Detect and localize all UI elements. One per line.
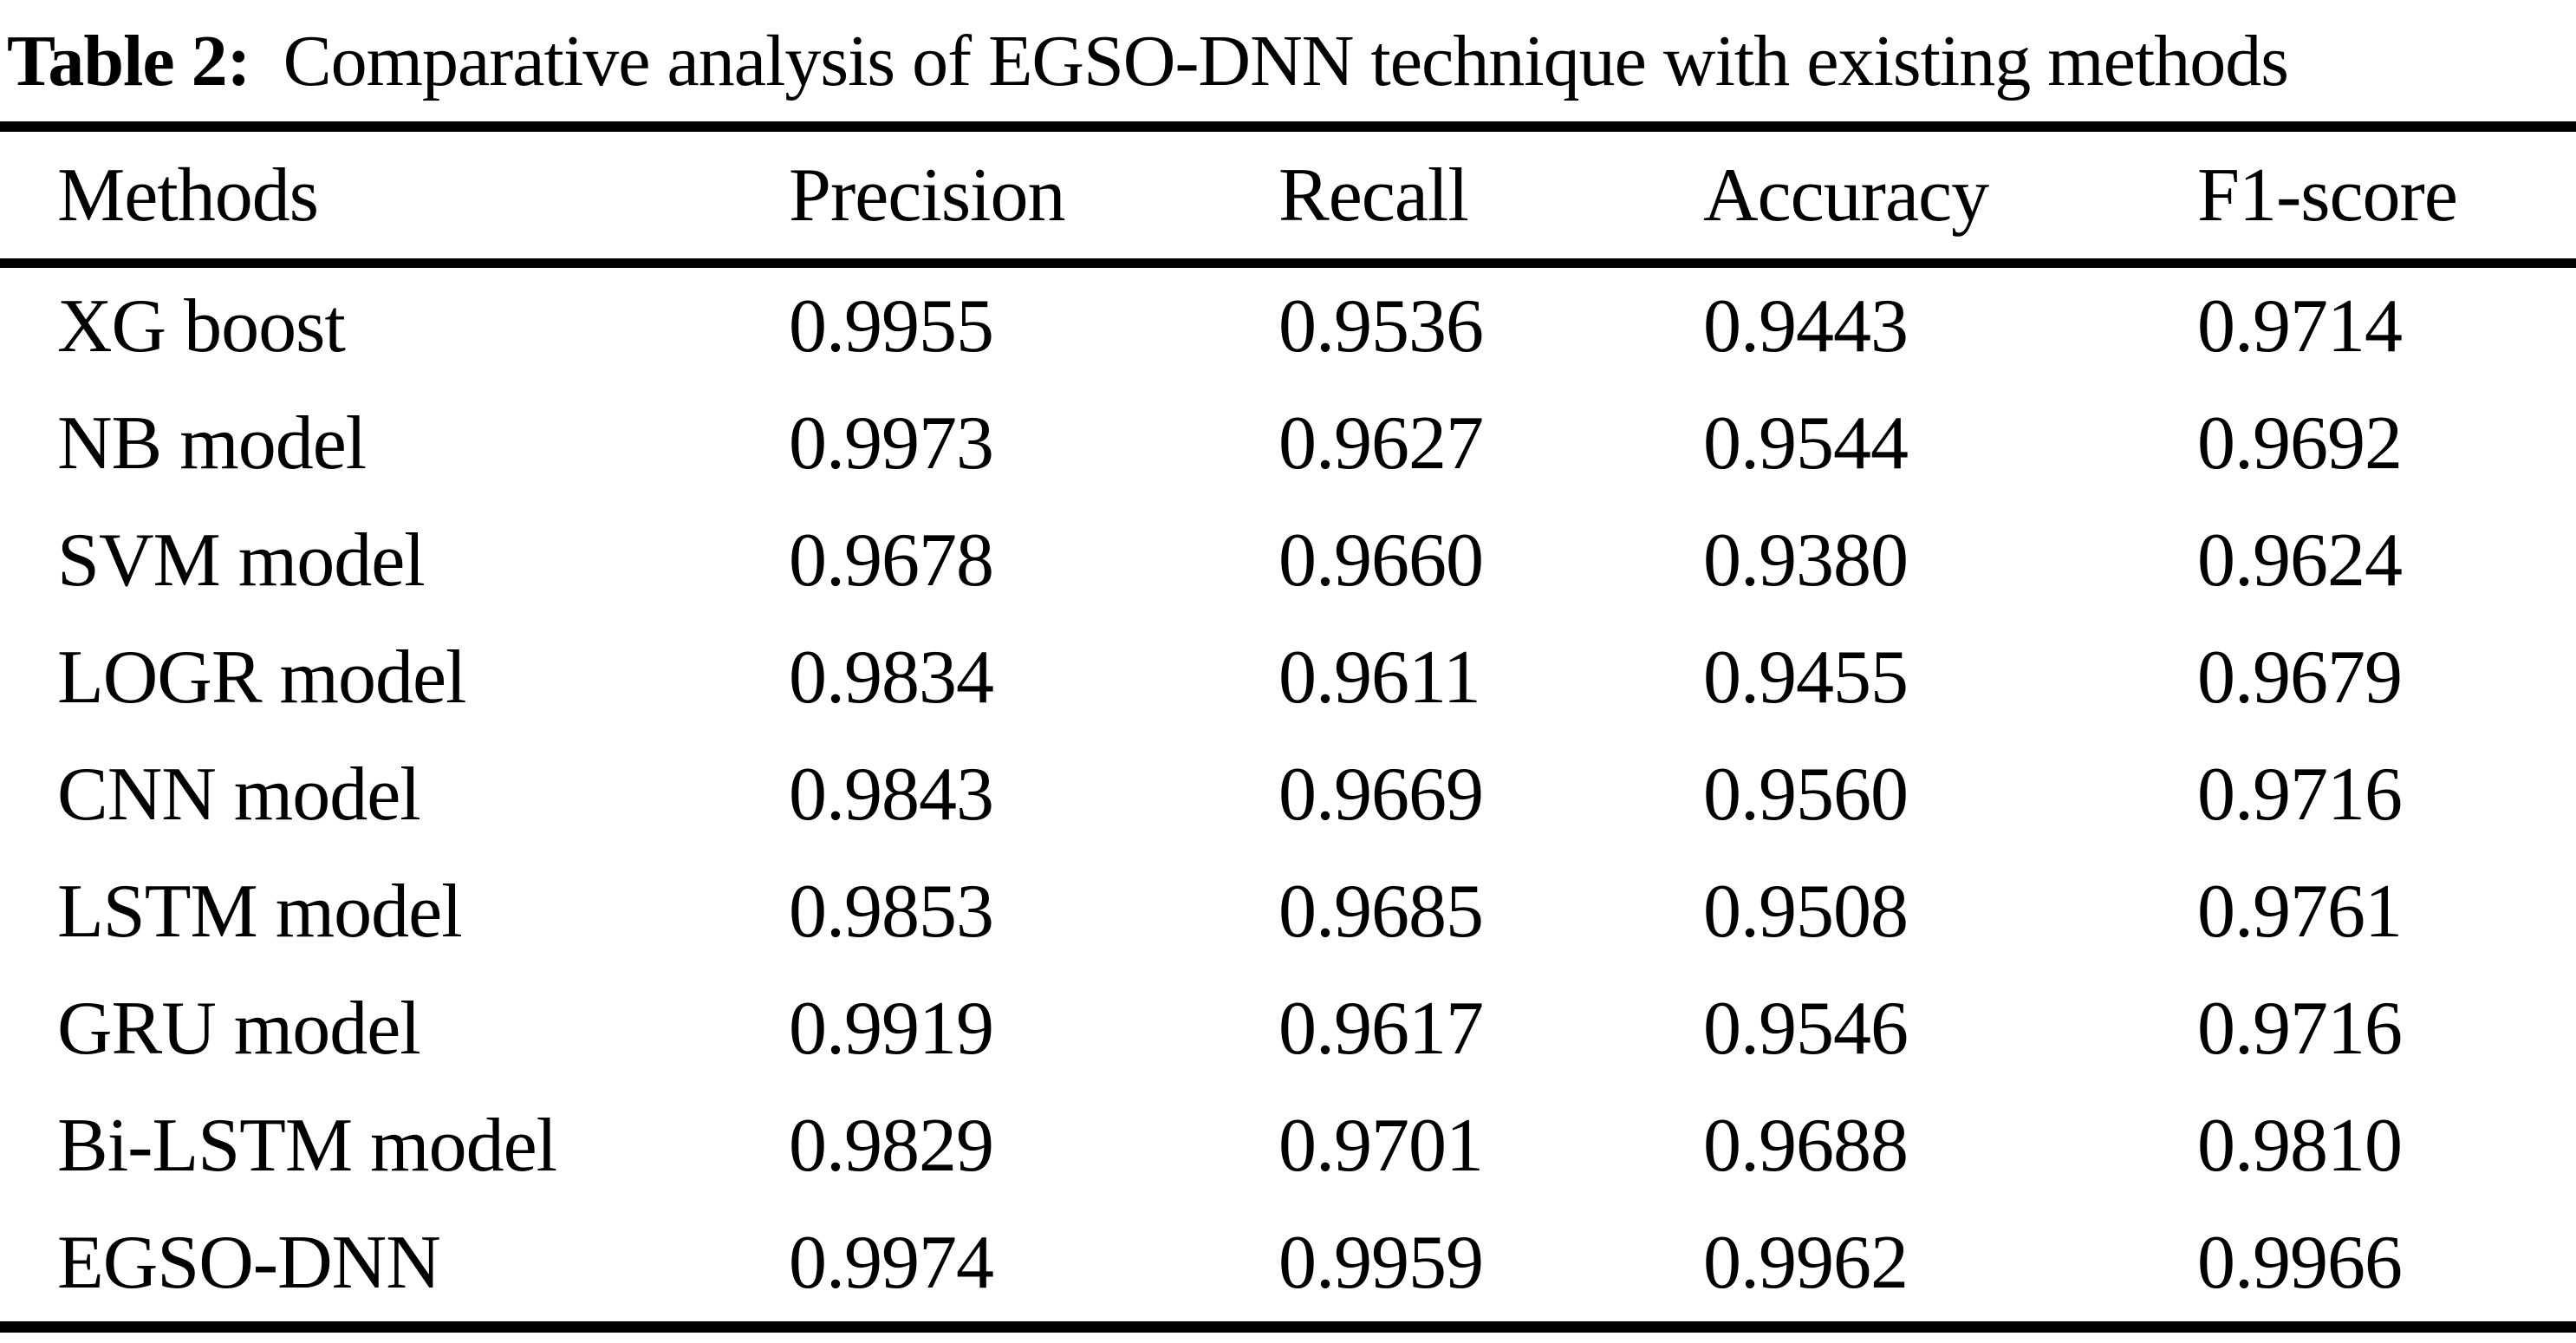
cell-recall: 0.9701: [1278, 1104, 1484, 1188]
table-caption: Table 2: Comparative analysis of EGSO-DN…: [0, 0, 2576, 121]
cell-precision: 0.9834: [789, 636, 994, 720]
table-caption-text: Comparative analysis of EGSO-DNN techniq…: [283, 20, 2289, 101]
cell-recall: 0.9627: [1278, 401, 1484, 486]
table-header-row: Methods Precision Recall Accuracy F1-sco…: [0, 132, 2576, 258]
cell-recall: 0.9959: [1278, 1221, 1484, 1305]
table-row: NB model 0.9973 0.9627 0.9544 0.9692: [0, 385, 2576, 502]
table-row: LOGR model 0.9834 0.9611 0.9455 0.9679: [0, 619, 2576, 736]
cell-f1-score: 0.9714: [2197, 284, 2403, 368]
table-body: XG boost 0.9955 0.9536 0.9443 0.9714 NB …: [0, 268, 2576, 1321]
cell-f1-score: 0.9716: [2197, 987, 2403, 1071]
table-caption-label: Table 2:: [7, 20, 251, 101]
table-header-rule: [0, 258, 2576, 268]
table-row: EGSO-DNN 0.9974 0.9959 0.9962 0.9966: [0, 1204, 2576, 1321]
table-row: CNN model 0.9843 0.9669 0.9560 0.9716: [0, 736, 2576, 853]
table-row: Bi-LSTM model 0.9829 0.9701 0.9688 0.981…: [0, 1087, 2576, 1204]
cell-f1-score: 0.9679: [2197, 636, 2403, 720]
cell-accuracy: 0.9560: [1703, 753, 1909, 837]
cell-f1-score: 0.9716: [2197, 753, 2403, 837]
cell-accuracy: 0.9443: [1703, 284, 1909, 368]
cell-f1-score: 0.9624: [2197, 518, 2403, 603]
cell-f1-score: 0.9692: [2197, 401, 2403, 486]
cell-method: SVM model: [57, 518, 426, 603]
cell-method: LOGR model: [57, 636, 467, 720]
cell-precision: 0.9843: [789, 753, 994, 837]
cell-accuracy: 0.9546: [1703, 987, 1909, 1071]
cell-accuracy: 0.9544: [1703, 401, 1909, 486]
cell-recall: 0.9611: [1278, 636, 1481, 720]
table-bottom-rule: [0, 1321, 2576, 1333]
cell-method: XG boost: [57, 284, 346, 368]
cell-precision: 0.9974: [789, 1221, 994, 1305]
cell-method: LSTM model: [57, 870, 463, 954]
table-row: GRU model 0.9919 0.9617 0.9546 0.9716: [0, 970, 2576, 1087]
table-row: SVM model 0.9678 0.9660 0.9380 0.9624: [0, 502, 2576, 619]
column-header-accuracy: Accuracy: [1703, 153, 1989, 238]
column-header-precision: Precision: [789, 153, 1066, 238]
cell-accuracy: 0.9508: [1703, 870, 1909, 954]
cell-method: NB model: [57, 401, 367, 486]
cell-recall: 0.9660: [1278, 518, 1484, 603]
cell-recall: 0.9617: [1278, 987, 1484, 1071]
table-row: XG boost 0.9955 0.9536 0.9443 0.9714: [0, 268, 2576, 385]
cell-f1-score: 0.9966: [2197, 1221, 2403, 1305]
cell-precision: 0.9955: [789, 284, 994, 368]
cell-precision: 0.9853: [789, 870, 994, 954]
cell-precision: 0.9973: [789, 401, 994, 486]
cell-accuracy: 0.9962: [1703, 1221, 1909, 1305]
cell-accuracy: 0.9455: [1703, 636, 1909, 720]
cell-f1-score: 0.9761: [2197, 870, 2403, 954]
table-row: LSTM model 0.9853 0.9685 0.9508 0.9761: [0, 853, 2576, 970]
cell-accuracy: 0.9380: [1703, 518, 1909, 603]
table-top-rule: [0, 121, 2576, 132]
cell-recall: 0.9685: [1278, 870, 1484, 954]
cell-accuracy: 0.9688: [1703, 1104, 1909, 1188]
cell-method: Bi-LSTM model: [57, 1104, 557, 1188]
cell-recall: 0.9536: [1278, 284, 1484, 368]
cell-precision: 0.9919: [789, 987, 994, 1071]
cell-precision: 0.9678: [789, 518, 994, 603]
cell-recall: 0.9669: [1278, 753, 1484, 837]
cell-method: CNN model: [57, 753, 421, 837]
column-header-methods: Methods: [57, 153, 319, 238]
cell-method: GRU model: [57, 987, 421, 1071]
cell-method: EGSO-DNN: [57, 1221, 441, 1305]
column-header-f1-score: F1-score: [2197, 153, 2458, 238]
column-header-recall: Recall: [1278, 153, 1469, 238]
cell-precision: 0.9829: [789, 1104, 994, 1188]
cell-f1-score: 0.9810: [2197, 1104, 2403, 1188]
